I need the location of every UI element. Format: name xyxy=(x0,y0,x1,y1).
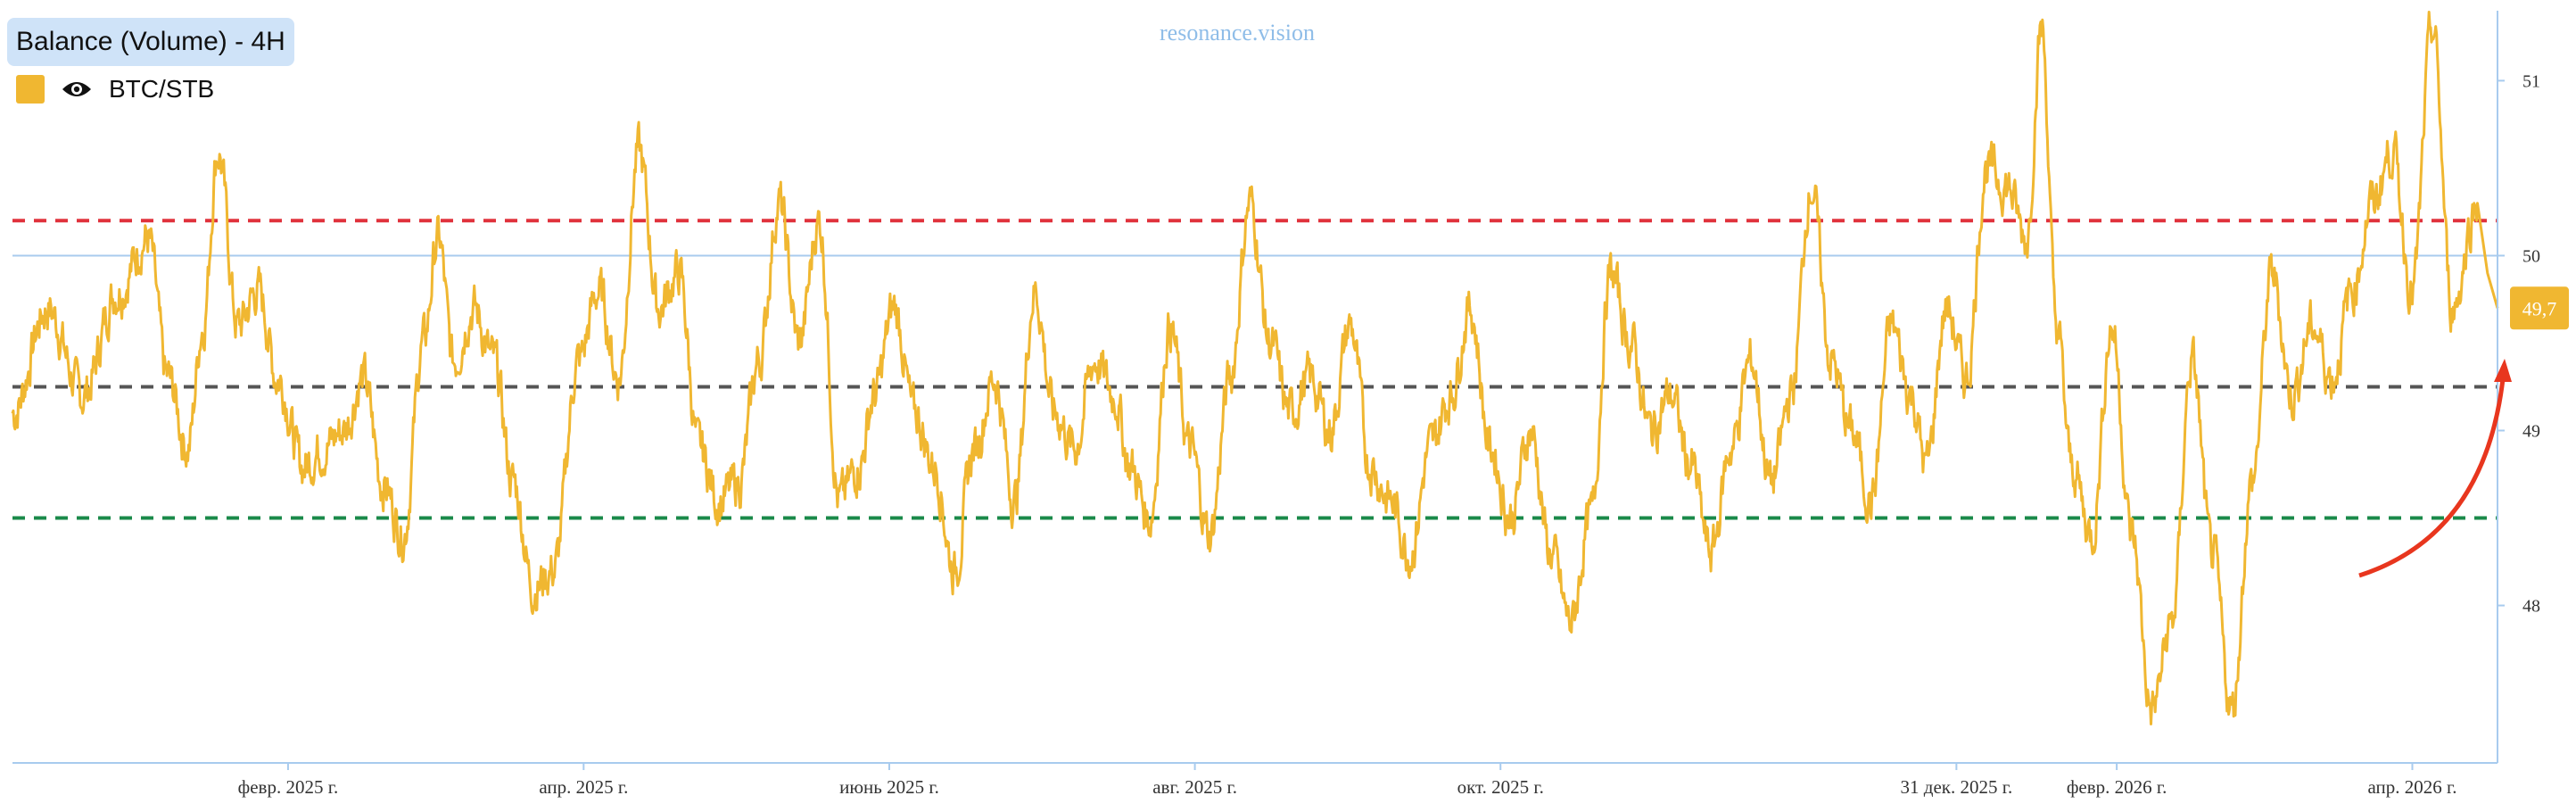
last-value-badge-box xyxy=(2510,286,2569,330)
x-tick-label: февр. 2026 г. xyxy=(2067,776,2167,798)
x-axis-ticks: февр. 2025 г. апр. 2025 г. июнь 2025 г. авг… xyxy=(238,763,2457,798)
x-tick-label: апр. 2026 г. xyxy=(2367,776,2456,798)
x-tick-label: февр. 2025 г. xyxy=(238,776,339,798)
x-tick-label: 31 дек. 2025 г. xyxy=(1901,776,2013,798)
y-axis-ticks: 51 50 49 48 xyxy=(2498,71,2540,617)
last-value-badge: 49,7 xyxy=(2510,286,2569,330)
watermark: resonance.vision xyxy=(1160,20,1316,46)
trend-arrow-head xyxy=(2494,359,2512,382)
y-tick-label: 51 xyxy=(2522,71,2540,91)
series-line-btc-stb xyxy=(11,11,2499,725)
x-tick-label: июнь 2025 г. xyxy=(839,776,939,798)
y-tick-label: 48 xyxy=(2522,597,2540,617)
series-layer xyxy=(11,11,2499,725)
y-tick-label: 49 xyxy=(2522,422,2540,442)
x-tick-label: авг. 2025 г. xyxy=(1152,776,1237,798)
legend: BTC/STB xyxy=(16,75,214,104)
last-value-label: 49,7 xyxy=(2522,297,2557,319)
trend-arrow xyxy=(2358,378,2506,578)
eye-icon[interactable] xyxy=(61,79,93,100)
legend-swatch[interactable] xyxy=(16,75,45,104)
chart-title: Balance (Volume) - 4H xyxy=(7,18,294,66)
legend-series-label: BTC/STB xyxy=(109,75,215,103)
x-tick-label: апр. 2025 г. xyxy=(539,776,628,798)
y-tick-label: 50 xyxy=(2522,246,2540,266)
x-tick-label: окт. 2025 г. xyxy=(1457,776,1544,798)
